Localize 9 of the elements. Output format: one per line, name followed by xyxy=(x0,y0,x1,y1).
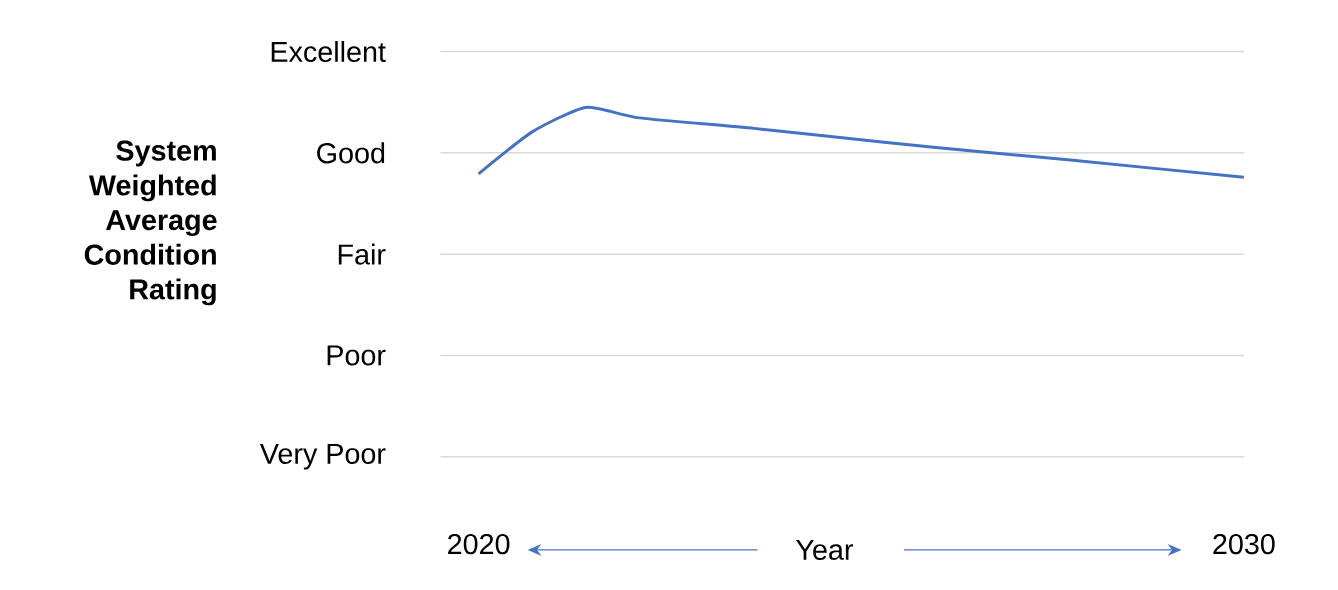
ref-line-label: Fair xyxy=(338,243,386,265)
ref-line-label: Very Poor xyxy=(259,444,386,470)
text: System Weighted Average Condition Rating xyxy=(84,140,217,306)
ref-line-label: Poor xyxy=(327,345,386,366)
x-axis-title: Year xyxy=(796,540,853,561)
x-tick-label: 2030 xyxy=(1213,534,1275,555)
ref-line-label: Excellent xyxy=(271,41,386,63)
x-tick-label: 2020 xyxy=(448,534,510,555)
ref-line-label: Good xyxy=(317,142,385,164)
